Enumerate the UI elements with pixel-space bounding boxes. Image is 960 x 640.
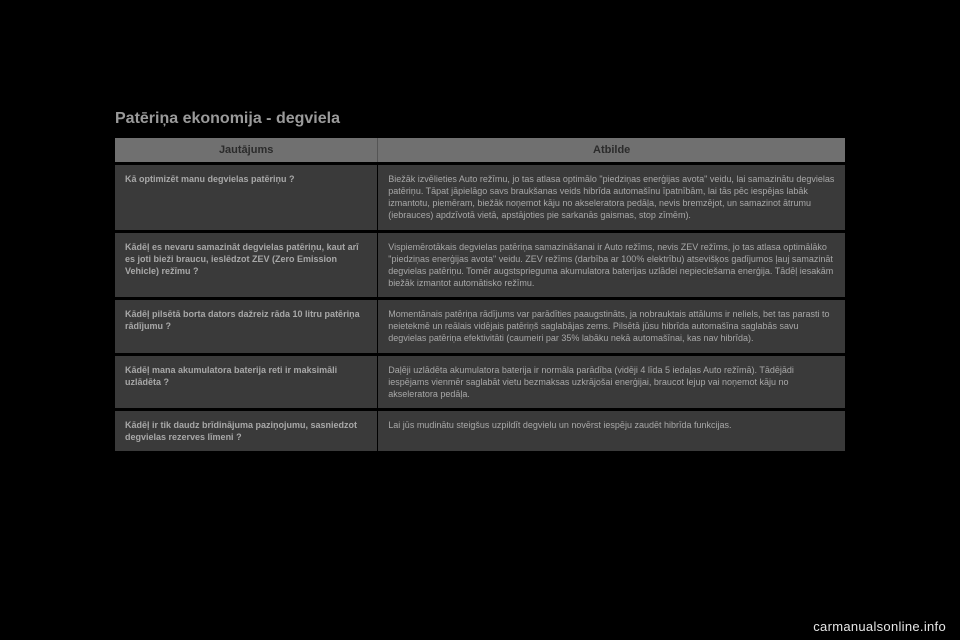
- col-header-question: Jautājums: [115, 138, 378, 164]
- table-row: Kādēļ pilsētā borta dators dažreiz rāda …: [115, 299, 845, 354]
- cell-question: Kādēļ mana akumulatora baterija reti ir …: [115, 354, 378, 409]
- col-header-answer: Atbilde: [378, 138, 845, 164]
- cell-answer: Biežāk izvēlieties Auto režīmu, jo tas a…: [378, 164, 845, 232]
- cell-answer: Daļēji uzlādēta akumulatora baterija ir …: [378, 354, 845, 409]
- cell-answer: Vispiemērotākais degvielas patēriņa sama…: [378, 231, 845, 299]
- table-row: Kā optimizēt manu degvielas patēriņu ? B…: [115, 164, 845, 232]
- cell-question: Kādēļ ir tik daudz brīdinājuma paziņojum…: [115, 409, 378, 451]
- cell-question: Kādēļ es nevaru samazināt degvielas patē…: [115, 231, 378, 299]
- section-title: Patēriņa ekonomija - degviela: [115, 110, 845, 128]
- faq-table: Jautājums Atbilde Kā optimizēt manu degv…: [115, 138, 845, 451]
- cell-question: Kādēļ pilsētā borta dators dažreiz rāda …: [115, 299, 378, 354]
- table-row: Kādēļ es nevaru samazināt degvielas patē…: [115, 231, 845, 299]
- watermark: carmanualsonline.info: [813, 619, 946, 634]
- table-row: Kādēļ mana akumulatora baterija reti ir …: [115, 354, 845, 409]
- cell-question: Kā optimizēt manu degvielas patēriņu ?: [115, 164, 378, 232]
- table-row: Kādēļ ir tik daudz brīdinājuma paziņojum…: [115, 409, 845, 451]
- cell-answer: Momentānais patēriņa rādījums var parādī…: [378, 299, 845, 354]
- cell-answer: Lai jūs mudinātu steigšus uzpildīt degvi…: [378, 409, 845, 451]
